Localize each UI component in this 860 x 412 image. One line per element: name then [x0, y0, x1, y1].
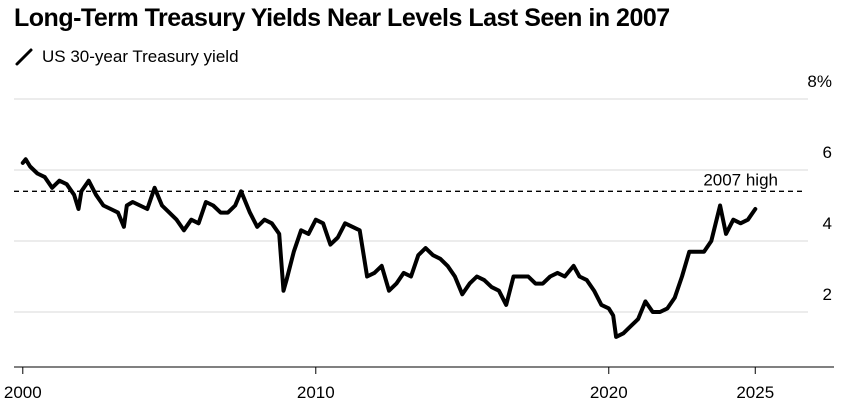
y-tick-label: 8% — [807, 72, 832, 91]
x-tick-label: 2025 — [736, 383, 774, 402]
legend: US 30-year Treasury yield — [14, 46, 239, 68]
x-ticks: 2000 2010 2020 2025 — [4, 367, 774, 402]
y-tick-label: 6 — [823, 143, 832, 162]
y-tick-labels: 2 4 6 8% — [807, 72, 832, 304]
chart-title: Long-Term Treasury Yields Near Levels La… — [14, 4, 670, 32]
legend-label: US 30-year Treasury yield — [42, 47, 239, 66]
legend-line-icon — [15, 48, 33, 66]
series-line — [20, 157, 758, 339]
x-tick-label: 2010 — [297, 383, 335, 402]
reference-line-label: 2007 high — [703, 170, 778, 189]
x-tick-label: 2000 — [4, 383, 42, 402]
reference-line-group: 2007 high — [14, 170, 802, 193]
y-grid — [14, 98, 808, 313]
x-tick-label: 2020 — [590, 383, 628, 402]
y-tick-label: 2 — [823, 285, 832, 304]
y-tick-label: 4 — [823, 214, 832, 233]
